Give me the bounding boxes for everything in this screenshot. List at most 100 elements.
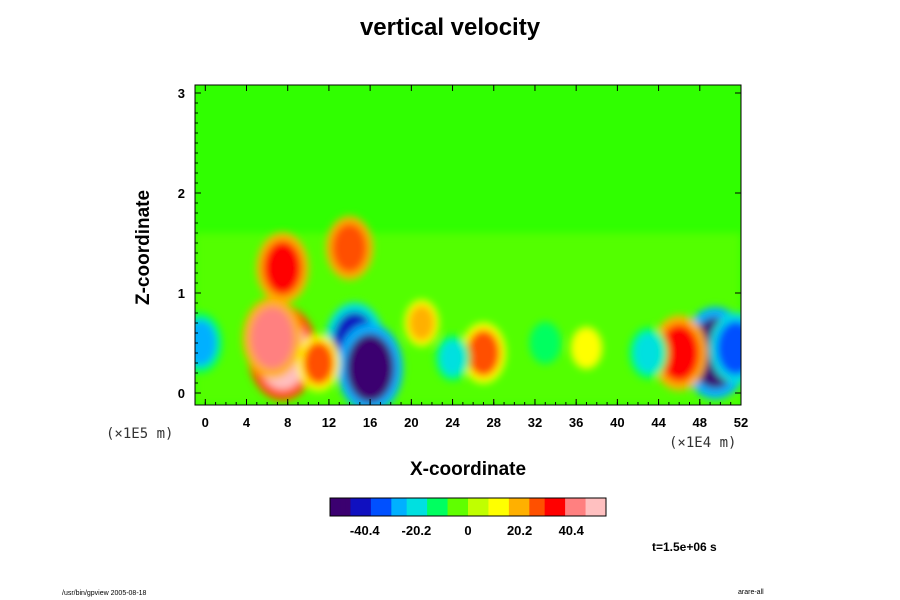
y-axis: 0 1 2 3	[178, 86, 741, 401]
x-tick-label: 40	[610, 415, 624, 430]
colorbar-cell	[381, 498, 387, 516]
colorbar-tick-label: 40.4	[559, 523, 585, 538]
colorbar-cell	[585, 498, 592, 516]
y-tick-label: 2	[178, 186, 185, 201]
colorbar-tick-label: 0	[464, 523, 471, 538]
field-feature	[466, 329, 501, 377]
colorbar-cell	[600, 498, 607, 516]
colorbar-tick-label: -40.4	[350, 523, 380, 538]
colorbar-cell	[493, 498, 500, 516]
colorbar-cell	[386, 498, 392, 516]
colorbar-cell	[478, 498, 484, 516]
x-tick-label: 36	[569, 415, 583, 430]
x-tick-label: 0	[202, 415, 209, 430]
colorbar-cell	[442, 498, 449, 516]
colorbar: -40.4 -20.2 0 20.2 40.4	[329, 497, 607, 538]
x-axis: 0 4 8 12 16 20 24 28 32 36 40 44 48 52	[202, 85, 748, 430]
colorbar-cell	[483, 498, 489, 516]
colorbar-cell	[565, 498, 571, 516]
colorbar-cell	[580, 498, 587, 516]
colorbar-tick-label: -20.2	[402, 523, 432, 538]
x-tick-label: 28	[487, 415, 501, 430]
colorbar-cell	[437, 498, 443, 516]
colorbar-cell	[396, 498, 403, 516]
y-tick-label: 1	[178, 286, 185, 301]
colorbar-cell	[488, 498, 495, 516]
colorbar-cell	[376, 498, 382, 516]
colorbar-cell	[544, 498, 551, 516]
colorbar-cell	[560, 498, 566, 516]
colorbar-cell	[570, 498, 576, 516]
field-feature	[633, 332, 663, 374]
colorbar-cell	[345, 498, 351, 516]
colorbar-cell	[457, 498, 464, 516]
x-tick-label: 4	[243, 415, 251, 430]
field-feature	[716, 320, 741, 376]
footer-source: arare-all	[738, 589, 764, 596]
chart-title: vertical velocity	[359, 14, 541, 41]
colorbar-cell	[330, 498, 336, 516]
colorbar-cell	[468, 498, 474, 516]
colorbar-cell	[350, 498, 357, 516]
colorbar-cell	[401, 498, 408, 516]
x-tick-label: 44	[651, 415, 666, 430]
colorbar-frame	[329, 497, 607, 517]
colorbar-cell	[416, 498, 423, 516]
colorbar-cell	[514, 498, 520, 516]
colorbar-cell	[462, 498, 469, 516]
colorbar-cell	[534, 498, 541, 516]
plot-frame	[194, 84, 742, 406]
colorbar-cell	[590, 498, 597, 516]
colorbar-cell	[360, 498, 367, 516]
x-tick-label: 32	[528, 415, 542, 430]
y-axis-label: Z-coordinate	[133, 189, 154, 305]
colorbar-cell	[503, 498, 510, 516]
time-annotation: t=1.5e+06 s	[652, 540, 717, 554]
x-tick-label: 8	[284, 415, 291, 430]
colorbar-cell	[519, 498, 525, 516]
colorbar-cell	[529, 498, 535, 516]
colorbar-tick-label: 20.2	[507, 523, 532, 538]
colorbar-cell	[370, 498, 377, 516]
colorbar-cell	[575, 498, 581, 516]
field-feature	[263, 240, 302, 296]
field-feature	[574, 331, 599, 365]
colorbar-cell	[473, 498, 479, 516]
y-tick-label: 3	[178, 86, 185, 101]
colorbar-cell	[411, 498, 418, 516]
field-feature-core	[360, 352, 380, 384]
field-feature	[195, 319, 217, 367]
colorbar-cell	[335, 498, 341, 516]
colorbar-cell	[524, 498, 530, 516]
footer-command: /usr/bin/gpview 2005-08-18	[62, 590, 147, 597]
x-tick-label: 24	[445, 415, 460, 430]
velocity-field	[195, 85, 741, 405]
colorbar-cell	[595, 498, 602, 516]
x-axis-label: X-coordinate	[409, 459, 527, 480]
x-tick-label: 52	[734, 415, 748, 430]
x-tick-label: 12	[322, 415, 336, 430]
x-scale-label: (×1E4 m)	[669, 435, 737, 451]
colorbar-cell	[365, 498, 372, 516]
field-feature	[250, 306, 295, 370]
colorbar-cell	[391, 498, 397, 516]
colorbar-cell	[508, 498, 515, 516]
y-scale-label: (×1E5 m)	[106, 426, 174, 442]
x-tick-label: 16	[363, 415, 377, 430]
colorbar-cell	[432, 498, 438, 516]
y-tick-label: 0	[178, 386, 185, 401]
colorbar-cell	[554, 498, 561, 516]
colorbar-cell	[422, 498, 428, 516]
x-tick-label: 20	[404, 415, 418, 430]
field-feature	[439, 340, 466, 376]
colorbar-cell	[549, 498, 556, 516]
colorbar-cell	[427, 498, 433, 516]
colorbar-cell	[539, 498, 546, 516]
colorbar-cell	[498, 498, 505, 516]
colorbar-cell	[355, 498, 362, 516]
field-feature	[408, 305, 435, 341]
field-feature	[533, 326, 557, 360]
field-feature	[332, 223, 367, 273]
colorbar-cell	[447, 498, 454, 516]
